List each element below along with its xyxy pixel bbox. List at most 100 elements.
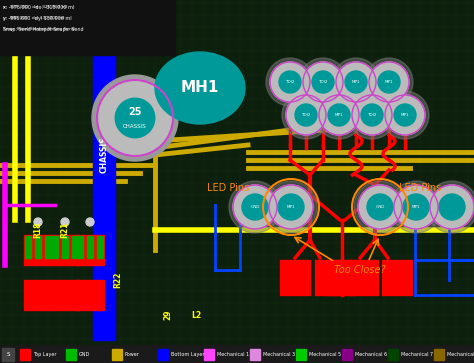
Text: y: -995.000   dy: 130.000 ml: y: -995.000 dy: 130.000 ml: [3, 16, 64, 20]
Text: TDI2: TDI2: [301, 113, 310, 117]
Text: Mechanical 6: Mechanical 6: [355, 352, 387, 357]
Circle shape: [403, 194, 429, 220]
Circle shape: [352, 95, 392, 135]
Bar: [0, 0, 175, 55]
Text: TDI2: TDI2: [367, 113, 377, 117]
Text: L2: L2: [191, 310, 201, 319]
Circle shape: [381, 91, 429, 139]
Bar: [348, 260, 378, 295]
Circle shape: [303, 62, 343, 102]
Circle shape: [430, 185, 474, 229]
Bar: [112, 349, 122, 360]
Text: Mechanical 7: Mechanical 7: [401, 352, 433, 357]
Text: LED Pins: LED Pins: [207, 183, 249, 193]
Bar: [434, 349, 444, 360]
Circle shape: [426, 181, 474, 233]
Text: MP1: MP1: [401, 113, 409, 117]
Text: R22: R22: [113, 272, 122, 288]
Circle shape: [233, 185, 277, 229]
Circle shape: [265, 181, 317, 233]
Text: R18: R18: [34, 222, 43, 238]
Circle shape: [270, 62, 310, 102]
Text: MP1: MP1: [412, 205, 420, 209]
Text: Mechanical 3: Mechanical 3: [263, 352, 295, 357]
Text: MP1: MP1: [287, 205, 295, 209]
Bar: [204, 349, 214, 360]
Text: Bottom Layer: Bottom Layer: [171, 352, 204, 357]
Bar: [382, 260, 412, 295]
Bar: [77, 236, 83, 258]
Circle shape: [394, 104, 416, 126]
Circle shape: [345, 71, 367, 93]
Circle shape: [299, 58, 347, 106]
Ellipse shape: [155, 52, 245, 124]
Bar: [296, 349, 306, 360]
Circle shape: [286, 95, 326, 135]
Text: MP1: MP1: [385, 80, 393, 84]
Circle shape: [365, 58, 413, 106]
Text: MP1: MP1: [352, 80, 360, 84]
Circle shape: [266, 58, 314, 106]
Circle shape: [312, 71, 334, 93]
Circle shape: [336, 62, 376, 102]
Bar: [45, 236, 51, 258]
Bar: [24, 235, 52, 265]
Text: x: -975.000   dx: -315.000 ml: x: -975.000 dx: -315.000 ml: [3, 5, 74, 10]
Circle shape: [348, 91, 396, 139]
Bar: [388, 349, 398, 360]
Bar: [2, 348, 14, 361]
Bar: [76, 235, 104, 265]
Text: CHASSIS: CHASSIS: [100, 137, 109, 173]
Bar: [72, 236, 78, 258]
Text: LED Pins: LED Pins: [399, 183, 441, 193]
Bar: [97, 236, 103, 258]
Bar: [35, 236, 41, 258]
Text: MP1: MP1: [335, 113, 343, 117]
Text: GND: GND: [375, 205, 385, 209]
Bar: [51, 235, 79, 265]
Text: Power: Power: [125, 352, 140, 357]
Text: TDI2: TDI2: [319, 80, 328, 84]
Circle shape: [97, 80, 173, 156]
Bar: [280, 260, 310, 295]
Text: GND: GND: [250, 205, 260, 209]
Circle shape: [115, 98, 155, 138]
Bar: [158, 349, 168, 360]
Bar: [52, 236, 58, 258]
Circle shape: [332, 58, 380, 106]
Bar: [76, 280, 104, 310]
Circle shape: [295, 104, 317, 126]
Circle shape: [242, 194, 268, 220]
Text: MH1: MH1: [181, 81, 219, 95]
Circle shape: [369, 62, 409, 102]
Circle shape: [378, 71, 400, 93]
Bar: [87, 236, 93, 258]
Text: Mechanical 8: Mechanical 8: [447, 352, 474, 357]
Text: Snap: Send Hotspot Snaps: Send: Snap: Send Hotspot Snaps: Send: [3, 27, 83, 32]
Circle shape: [319, 95, 359, 135]
Circle shape: [229, 181, 281, 233]
Text: GND: GND: [79, 352, 90, 357]
Text: 29: 29: [164, 310, 173, 320]
Circle shape: [358, 185, 402, 229]
Circle shape: [390, 181, 442, 233]
Bar: [24, 280, 52, 310]
Bar: [93, 0, 115, 340]
Bar: [62, 236, 68, 258]
Text: S: S: [6, 352, 10, 357]
Text: TDI2: TDI2: [285, 80, 295, 84]
Bar: [51, 280, 79, 310]
Text: Snap: Send Hotspot Snaps: Send: Snap: Send Hotspot Snaps: Send: [3, 27, 75, 31]
Text: R21: R21: [61, 222, 70, 238]
Circle shape: [385, 95, 425, 135]
Circle shape: [354, 181, 406, 233]
Bar: [315, 260, 345, 295]
Text: x: -975.000   dx: -315.000 ml: x: -975.000 dx: -315.000 ml: [3, 5, 67, 9]
Bar: [342, 349, 352, 360]
Text: Top Layer: Top Layer: [33, 352, 56, 357]
Circle shape: [278, 194, 304, 220]
Circle shape: [367, 194, 393, 220]
Text: y: -995.000   dy: 130.000 ml: y: -995.000 dy: 130.000 ml: [3, 16, 72, 21]
Bar: [0, 345, 474, 363]
Circle shape: [361, 104, 383, 126]
